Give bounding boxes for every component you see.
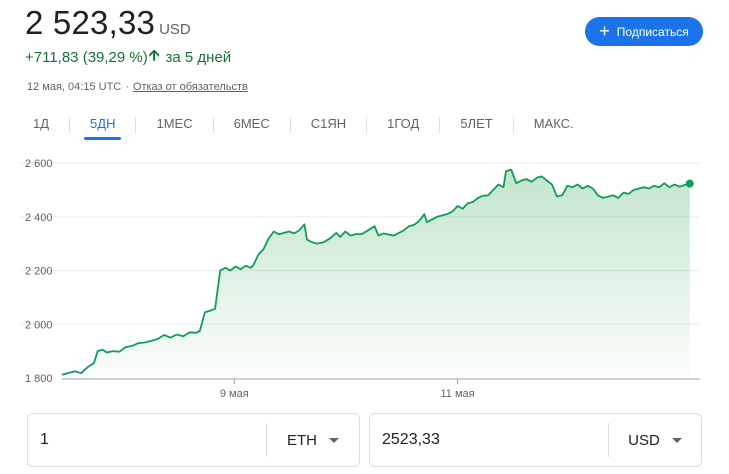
tab-divider — [135, 117, 137, 133]
tab-1m[interactable]: 1МЕС — [156, 115, 193, 131]
range-tabs: 1Д 5ДН 1МЕС 6МЕС С1ЯН 1ГОД 5ЛЕТ МАКС. — [25, 112, 582, 140]
price-chart[interactable]: 1 800 2 000 2 200 2 400 2 600 9 мая 11 мая — [0, 150, 729, 405]
price-currency: USD — [159, 21, 191, 38]
current-price: 2 523,33 — [25, 4, 156, 41]
y-tick-label: 1 800 — [25, 373, 53, 385]
from-currency-label: ETH — [287, 431, 317, 449]
y-tick-label: 2 200 — [25, 266, 53, 278]
series-line — [61, 168, 691, 376]
chevron-down-icon — [329, 437, 339, 443]
converter-divider — [608, 423, 609, 457]
tab-1y[interactable]: 1ГОД — [387, 115, 420, 131]
tab-divider — [366, 117, 368, 133]
quote-meta: 12 мая, 04:15 UTC · Отказ от обязательств — [27, 81, 248, 93]
subscribe-button[interactable]: + Подписаться — [585, 17, 703, 46]
converter-to: USD — [369, 413, 702, 467]
price-header: 2 523,33 USD — [25, 4, 191, 42]
subscribe-label: Подписаться — [616, 24, 689, 39]
series-area — [62, 169, 690, 378]
x-tick-label: 11 мая — [440, 388, 474, 400]
tab-divider — [212, 117, 214, 133]
last-price-point — [685, 179, 694, 188]
from-amount-input[interactable] — [28, 430, 266, 450]
arrow-up-icon: 🡩 — [148, 47, 160, 64]
tab-6m[interactable]: 6МЕС — [233, 115, 270, 131]
y-tick-label: 2 000 — [25, 319, 53, 331]
plus-icon: + — [599, 20, 610, 41]
tab-divider — [439, 117, 441, 133]
to-amount-input[interactable] — [370, 430, 608, 450]
converter-divider — [266, 423, 267, 457]
meta-separator: · — [125, 81, 129, 93]
chevron-down-icon — [671, 437, 682, 443]
y-tick-label: 2 400 — [25, 212, 53, 224]
disclaimer-link[interactable]: Отказ от обязательств — [132, 81, 248, 93]
tab-divider — [512, 117, 514, 133]
change-value: +711,83 (39,29 %) — [25, 49, 148, 66]
quote-timestamp: 12 мая, 04:15 UTC — [27, 81, 122, 93]
tab-max[interactable]: МАКС. — [533, 115, 574, 131]
price-change: +711,83 (39,29 %) 🡩 за 5 дней — [25, 45, 231, 70]
tab-1d[interactable]: 1Д — [33, 115, 50, 131]
tab-divider — [289, 117, 291, 133]
converter-from: ETH — [27, 413, 360, 467]
to-currency-label: USD — [628, 431, 660, 449]
change-period: за 5 дней — [165, 49, 232, 66]
tab-5d[interactable]: 5ДН — [82, 114, 123, 140]
to-currency-select[interactable]: USD — [609, 432, 701, 449]
tab-divider — [69, 117, 71, 133]
from-currency-select[interactable]: ETH — [267, 432, 359, 449]
tab-5y[interactable]: 5ЛЕТ — [460, 115, 493, 131]
y-tick-label: 2 600 — [25, 158, 53, 170]
tab-ytd[interactable]: С1ЯН — [310, 115, 347, 131]
x-tick-label: 9 мая — [220, 388, 249, 400]
